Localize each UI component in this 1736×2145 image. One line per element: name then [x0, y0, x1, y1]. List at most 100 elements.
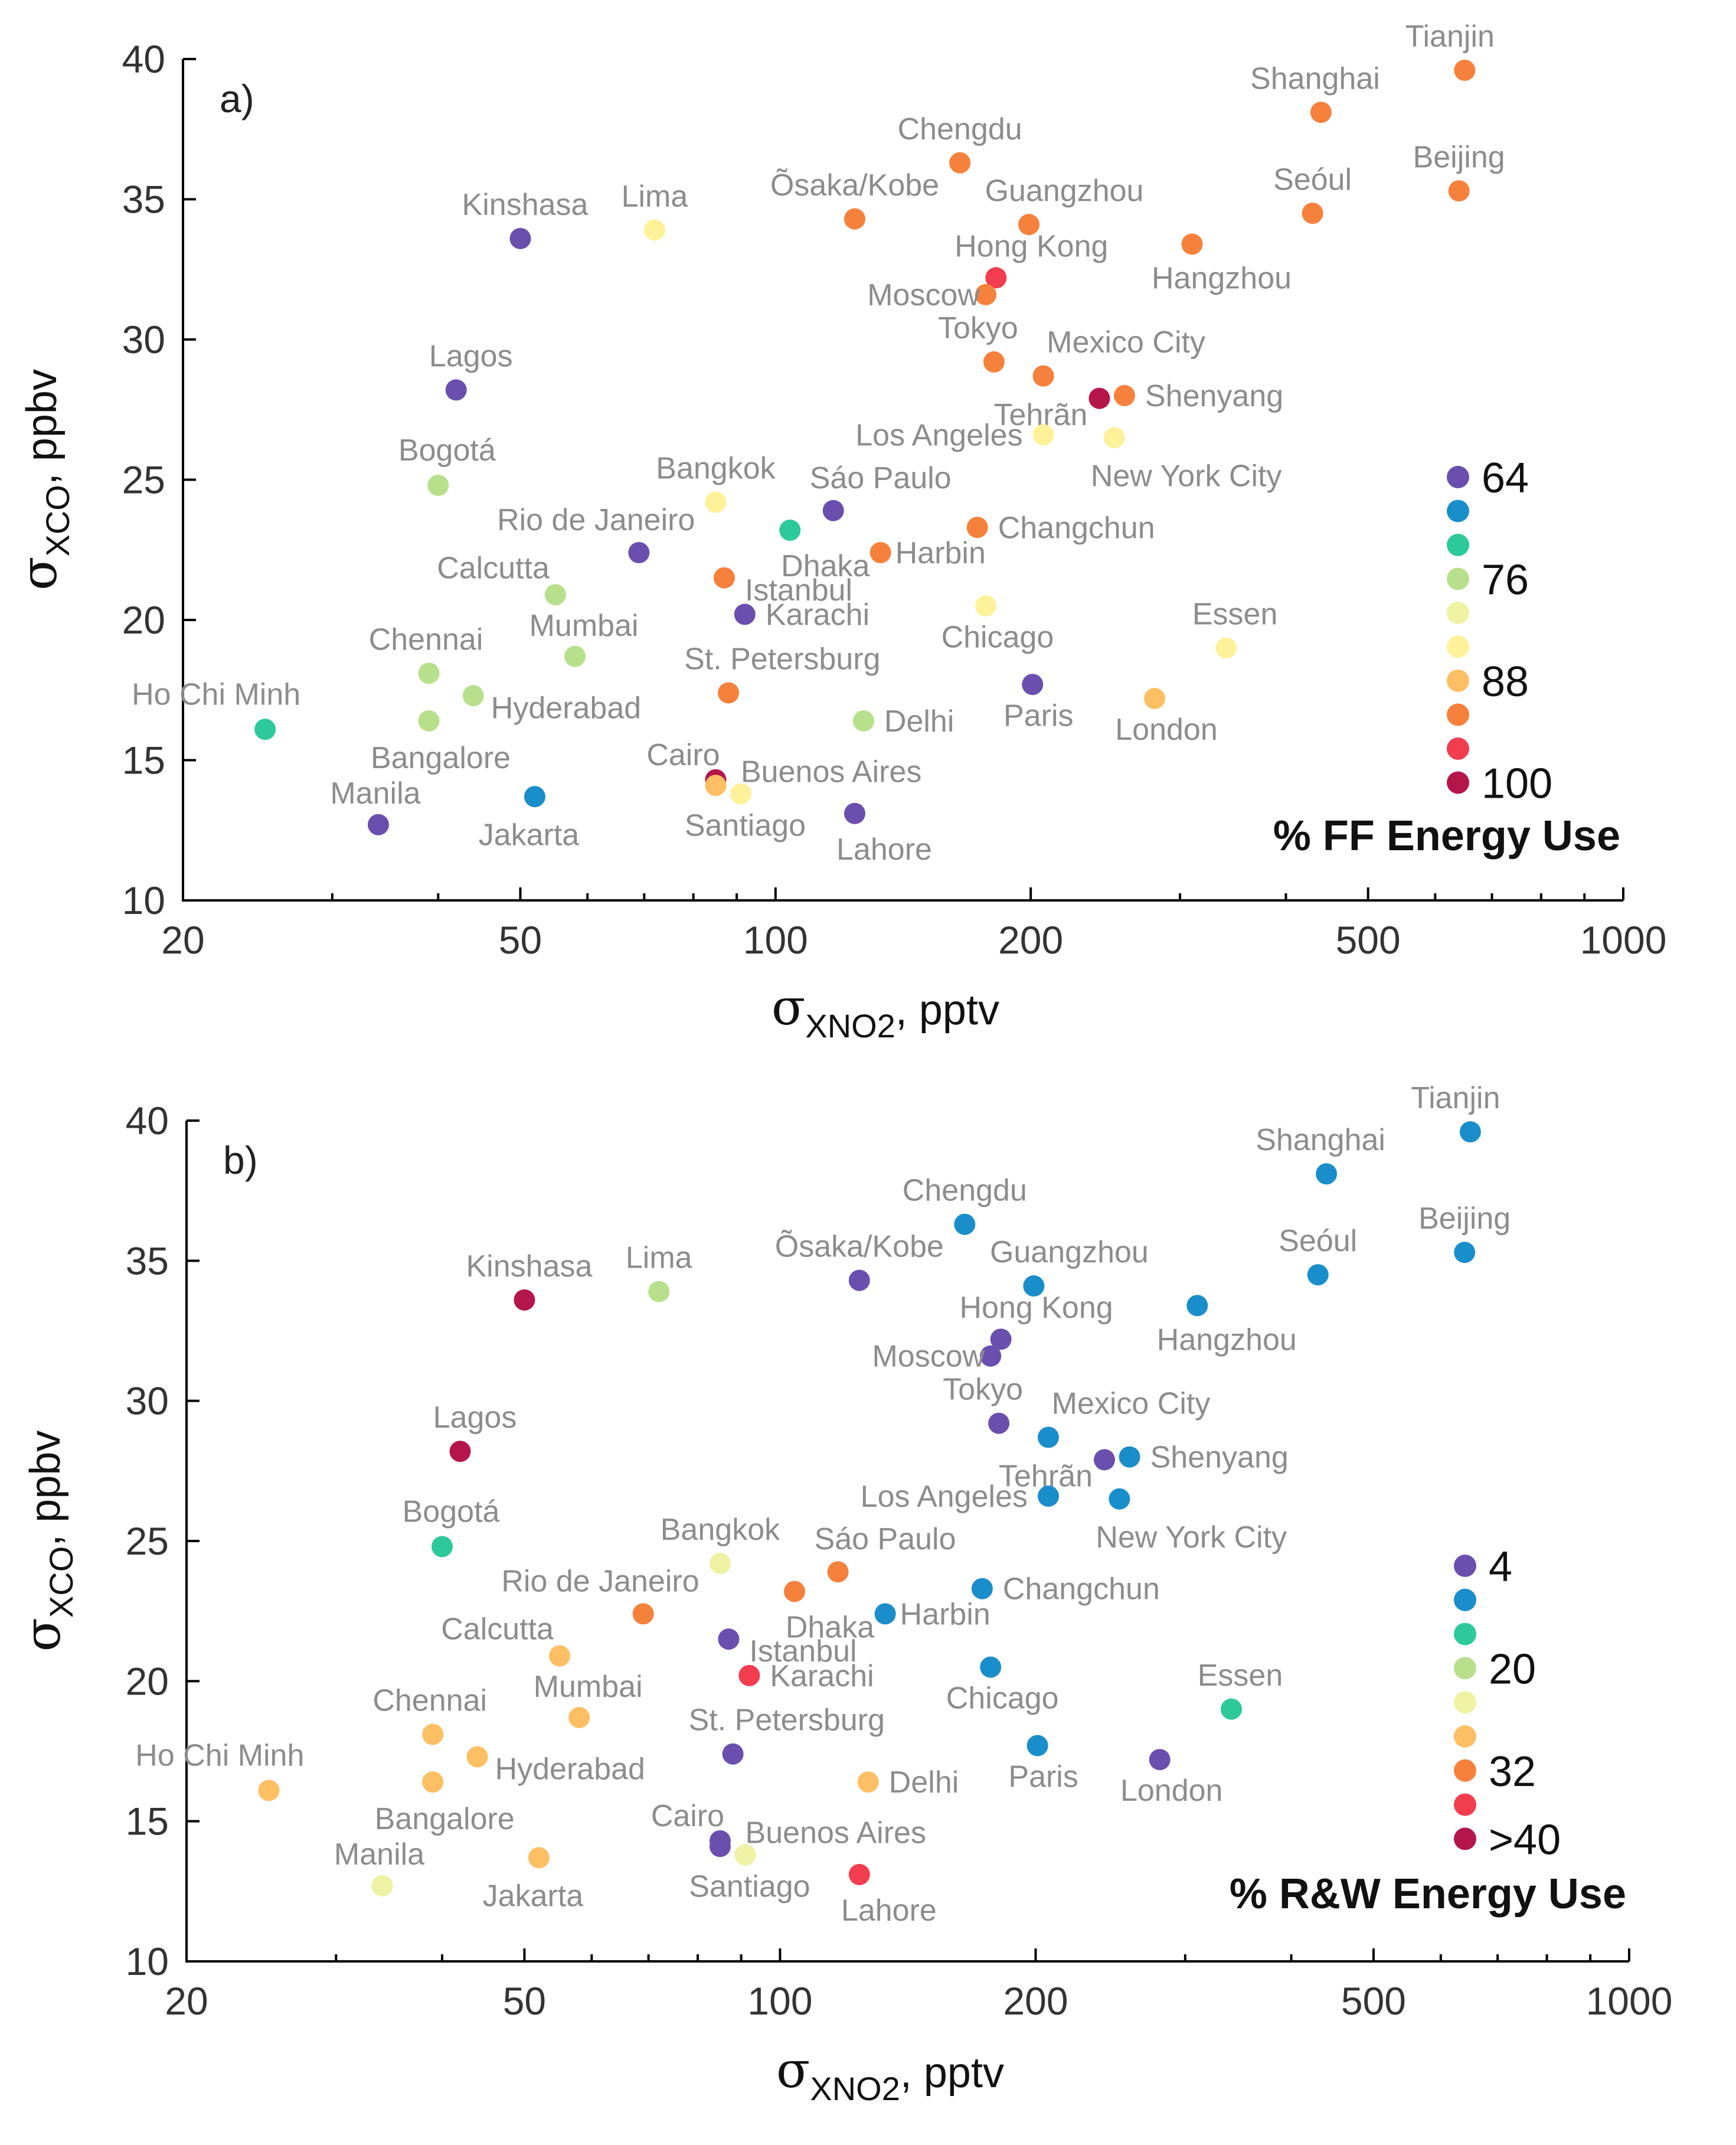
city-label: Shenyang [1150, 1441, 1289, 1475]
point-beijing [1448, 180, 1470, 202]
y-axis-symbol: σ [10, 557, 68, 590]
x-axis-title: σXNO2, pptv [771, 978, 999, 1044]
legend-swatch [1454, 1725, 1476, 1748]
city-label: Dhaka [786, 1610, 874, 1644]
city-label: St. Petersburg [684, 642, 880, 677]
city-label: Hyderabad [491, 691, 641, 725]
city-label: Ho Chi Minh [132, 677, 300, 711]
point-moscow [980, 1345, 1002, 1367]
point-lagos [445, 379, 467, 401]
city-label: Chennai [369, 622, 483, 657]
point-ho-chi-minh [258, 1780, 280, 1801]
point-delhi [852, 710, 874, 732]
y-tick-label: 40 [122, 37, 165, 81]
point-shenyang [1119, 1446, 1140, 1468]
point-calcutta [544, 584, 566, 606]
legend-swatch [1447, 567, 1469, 590]
panel-label: b) [223, 1138, 258, 1182]
city-label: Lima [622, 179, 688, 214]
city-label: Calcutta [441, 1612, 554, 1647]
city-label: Mexico City [1052, 1386, 1211, 1421]
y-tick-label: 35 [126, 1239, 169, 1282]
point-hyderabad [466, 1746, 488, 1768]
legend-label: 20 [1489, 1646, 1536, 1693]
city-label: Chicago [941, 620, 1054, 654]
point-santiago [709, 1836, 731, 1857]
legend-swatch [1454, 1588, 1476, 1611]
x-tick-label: 1000 [1580, 918, 1667, 962]
legend-swatch [1454, 1657, 1476, 1680]
y-axis-symbol: σ [14, 1618, 71, 1651]
point-essen [1215, 637, 1237, 659]
point-guangzhou [1023, 1275, 1045, 1297]
point-los-angeles [1038, 1485, 1060, 1507]
y-axis-unit: , ppbv [18, 369, 66, 485]
city-label: Mumbai [529, 609, 639, 643]
point-paris [1026, 1735, 1048, 1757]
x-tick-label: 20 [165, 1979, 208, 2023]
city-label: Bogotá [403, 1494, 500, 1529]
point-delhi [857, 1771, 879, 1793]
city-label: Jakarta [483, 1879, 584, 1913]
city-label: Santiago [685, 808, 806, 843]
point-los-angeles [1032, 424, 1054, 446]
city-label: Bangalore [371, 741, 511, 775]
city-label: Shanghai [1250, 61, 1380, 96]
point-mexico-city [1038, 1426, 1060, 1448]
point-karachi [738, 1664, 760, 1686]
point-buenos-aires [730, 783, 752, 805]
legend-swatch [1447, 602, 1469, 624]
city-label: New York City [1096, 1520, 1287, 1555]
x-axis-title: σXNO2, pptv [776, 2041, 1004, 2107]
x-tick-label: 50 [503, 1979, 546, 2023]
point-shanghai [1310, 102, 1332, 123]
city-label: Hyderabad [495, 1752, 645, 1786]
city-label: Beijing [1418, 1202, 1511, 1236]
city-label: Essen [1192, 598, 1278, 632]
city-label: Rio de Janeiro [501, 1564, 699, 1598]
point-santiago [705, 775, 727, 796]
city-label: Manila [330, 776, 420, 811]
city-label: Seóul [1279, 1224, 1357, 1258]
legend-swatch [1447, 499, 1469, 523]
point-london [1149, 1749, 1171, 1771]
x-tick-label: 50 [499, 918, 542, 962]
legend-label: >40 [1489, 1816, 1561, 1863]
point-s-o-paulo [822, 499, 844, 521]
city-label: Paris [1008, 1760, 1078, 1794]
y-tick-label: 35 [122, 178, 165, 221]
point-chicago [975, 595, 996, 617]
point-harbin [869, 542, 891, 563]
city-label: Hangzhou [1157, 1323, 1297, 1357]
point-manila [371, 1875, 393, 1896]
legend-swatch [1447, 635, 1469, 658]
x-tick-label: 500 [1341, 1979, 1406, 2023]
legend-swatch [1447, 670, 1469, 692]
point-dhaka [783, 1581, 805, 1602]
city-label: St. Petersburg [689, 1703, 885, 1738]
point-hong-kong [990, 1328, 1012, 1350]
city-label: Tokyo [938, 311, 1018, 345]
point-mumbai [568, 1707, 590, 1729]
x-axis-unit: , pptv [895, 987, 999, 1034]
point-karachi [734, 603, 756, 625]
x-axis-subscript: XNO2 [810, 2070, 900, 2107]
y-tick-label: 25 [126, 1519, 169, 1563]
point-new-york-city [1103, 427, 1125, 449]
point-tianjin [1454, 60, 1476, 81]
point-harbin [874, 1603, 896, 1625]
city-label: Chicago [946, 1682, 1059, 1716]
point-chicago [980, 1656, 1002, 1678]
city-label: Sáo Paulo [810, 461, 952, 495]
x-tick-label: 200 [1003, 1979, 1068, 2023]
city-label: Kinshasa [462, 188, 589, 222]
point-paris [1022, 674, 1044, 696]
y-axis-unit: , ppbv [22, 1431, 69, 1546]
city-label: Lagos [433, 1400, 517, 1435]
city-label: Bogotá [398, 433, 496, 468]
y-tick-label: 10 [122, 879, 165, 922]
point-changchun [971, 1578, 993, 1599]
city-label: Lahore [841, 1893, 937, 1928]
